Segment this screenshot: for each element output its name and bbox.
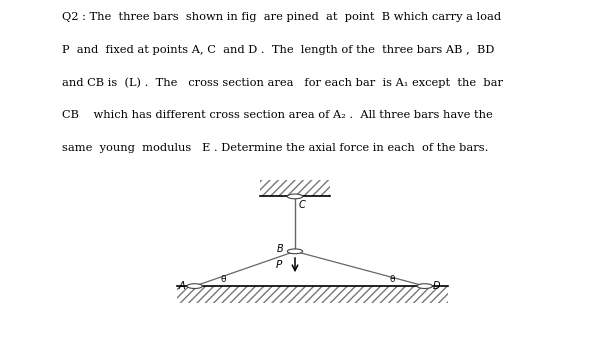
Text: and CB is  (L) .  The   cross section area   for each bar  is A₁ except  the  ba: and CB is (L) . The cross section area f… [62,77,503,88]
Bar [260,180,330,196]
Text: C: C [299,200,306,210]
Text: B: B [277,244,284,254]
Text: A: A [178,281,185,291]
Circle shape [417,284,432,289]
Text: P  and  fixed at points A, C  and D .  The  length of the  three bars AB ,  BD: P and fixed at points A, C and D . The l… [62,45,494,55]
Text: CB    which has different cross section area of A₂ .  All three bars have the: CB which has different cross section are… [62,110,493,120]
Circle shape [287,194,303,199]
Text: D: D [433,281,440,291]
Text: θ: θ [389,275,395,284]
Text: P: P [276,260,282,270]
Circle shape [187,284,202,289]
Text: same  young  modulus   E . Determine the axial force in each  of the bars.: same young modulus E . Determine the axi… [62,143,489,152]
Text: θ: θ [220,275,226,284]
Bar [177,286,448,303]
Circle shape [287,249,303,254]
Text: Q2 : The  three bars  shown in fig  are pined  at  point  B which carry a load: Q2 : The three bars shown in fig are pin… [62,12,501,22]
